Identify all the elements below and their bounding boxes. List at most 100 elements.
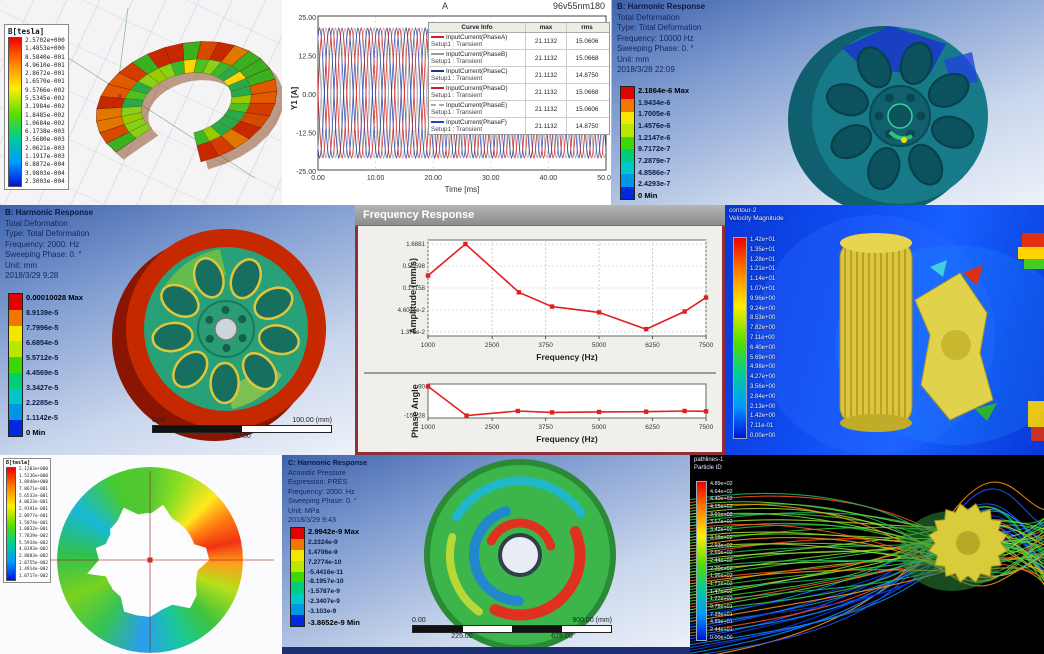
scale-value: 4.27e+00 <box>750 374 776 381</box>
harmonic-mid-info: B: Harmonic Response Total Deformation Typ… <box>5 208 93 282</box>
scale-value: 1.14e+01 <box>750 276 776 283</box>
scale-band <box>9 294 22 310</box>
amplitude-chart: 1000 2500 3750 5000 6250 7500 1.6881 0.50598 0.1… <box>398 239 714 362</box>
scale-band <box>9 309 22 326</box>
curve-color-swatch <box>431 87 444 90</box>
scale-band <box>621 99 634 112</box>
scale-band <box>621 136 634 150</box>
streamlines-plot <box>690 481 1044 654</box>
curve-color-swatch <box>431 121 444 124</box>
scale-value: 4.89e+01 <box>710 619 733 626</box>
scale-band <box>291 593 304 605</box>
scale-value: 6.40e+00 <box>750 344 776 351</box>
scale-value: 2.5702e+000 <box>25 37 65 44</box>
scale-value: 4.9610e-001 <box>25 61 65 69</box>
svg-text:-25.00: -25.00 <box>296 169 316 176</box>
scale-band <box>621 161 634 175</box>
col-max: max <box>526 23 567 32</box>
scale-value: 2.9191e-001 <box>19 507 49 513</box>
svg-text:5000: 5000 <box>592 342 607 349</box>
curve-info-cell: InputCurrent(PhaseC) Setup1 : Transient <box>429 67 526 83</box>
curve-info-cell: InputCurrent(PhaseE) Setup1 : Transient <box>429 101 526 117</box>
curve-info-row: InputCurrent(PhaseC) Setup1 : Transient 21… <box>429 67 609 84</box>
color-scale-bar <box>6 467 16 581</box>
scale-value: 4.15e+02 <box>710 504 733 511</box>
curve-info-cell: 21.1132 <box>526 84 567 100</box>
curve-info-cell: InputCurrent(PhaseF) Setup1 : Transient <box>429 118 526 134</box>
scale-value: 2.44e+02 <box>710 557 733 564</box>
scale-band <box>9 388 22 405</box>
acoustic-info: C: Harmonic Response Acoustic Pressure Exp… <box>288 458 367 525</box>
scale-value: 7.2879e-7 <box>638 155 671 165</box>
color-scale-bar <box>8 293 23 437</box>
color-scale-bar <box>733 237 747 439</box>
scale-value: 1.71e+02 <box>710 580 733 587</box>
scale-value: 0 Min <box>26 428 46 437</box>
scale-band <box>9 357 22 373</box>
scale-value: 1.4853e+000 <box>25 45 65 53</box>
text-line: Type: Total Deformation <box>617 23 702 33</box>
col-rms: rms <box>581 24 593 31</box>
svg-text:40.00: 40.00 <box>540 175 558 182</box>
text-line: Unit: mm <box>5 260 37 270</box>
text-line: Total Deformation <box>617 12 680 22</box>
ruler-left-label: 0.00 <box>412 617 426 624</box>
svg-text:Time [ms]: Time [ms] <box>445 185 480 194</box>
ruler-q1-label: 225.00 <box>451 633 473 640</box>
text-line: Frequency: 2000. Hz <box>5 239 80 249</box>
svg-text:-150.28: -150.28 <box>404 413 426 420</box>
scale-value: 8.9139e-5 <box>26 308 59 317</box>
scale-band <box>291 528 304 539</box>
scale-value: 9.24e+00 <box>750 305 776 312</box>
cfd-color-scale: 1.42e+01 1.35e+01 1.28e+01 1.21e+01 1.14e+01… <box>733 237 775 439</box>
scale-value: 3.9803e-004 <box>25 169 65 177</box>
window-titlebar[interactable]: Frequency Response <box>355 205 725 226</box>
curve-info-header: Curve Info max rms <box>429 23 609 33</box>
scale-value: 2.0755e-002 <box>19 560 49 566</box>
pathlines-color-scale: 4.89e+02 4.64e+02 4.40e+02 4.15e+02 3.91e+02… <box>696 481 733 641</box>
curve-info-cell: 15.0606 <box>575 105 599 113</box>
scale-value: 3.5680e-003 <box>25 136 65 144</box>
color-scale-labels: 2.5702e+000 1.4853e+000 8.5840e-001 4.9610e… <box>25 37 65 185</box>
scale-value: -2.3407e-9 <box>308 598 340 606</box>
scale-band <box>621 186 634 199</box>
scale-value: 5.5934e-002 <box>19 540 49 546</box>
harmonic-top-info: B: Harmonic Response Total Deformation Typ… <box>617 2 705 76</box>
scale-value: 2.69e+02 <box>710 550 733 557</box>
scale-value: 3.42e+02 <box>710 527 733 534</box>
scale-value: 2.84e+00 <box>750 393 776 400</box>
curve-info-cell: InputCurrent(PhaseD) Setup1 : Transient <box>429 84 526 100</box>
scale-value: -8.1957e-10 <box>308 578 344 586</box>
col-curve-info: Curve Info <box>429 23 526 32</box>
curve-info-cell: InputCurrent(PhaseA) Setup1 : Transient <box>429 33 526 49</box>
scale-value: 1.1142e-5 <box>26 413 58 422</box>
text-line: C: Harmonic Response <box>288 458 368 467</box>
scale-value: 9.78e+01 <box>710 604 733 610</box>
curve-color-swatch <box>431 36 444 39</box>
svg-text:3750: 3750 <box>538 342 553 349</box>
scale-value: 1.35e+01 <box>750 246 776 253</box>
text-line: B: Harmonic Response <box>617 2 706 11</box>
panel-cfd-velocity: contour-2 Velocity Magnitude 1.42e+01 1.35… <box>725 205 1044 455</box>
text-line: Acoustic Pressure <box>288 467 346 477</box>
scale-value: 7.7996e-5 <box>26 323 59 332</box>
svg-text:1.6881: 1.6881 <box>406 241 425 248</box>
scale-value: 4.98e+00 <box>750 364 776 371</box>
scale-value: 0.00e+00 <box>750 432 776 439</box>
scale-band <box>9 325 22 342</box>
scale-value: 2.2324e-9 <box>308 538 338 546</box>
scale-band <box>9 420 22 437</box>
curve-color-swatch <box>431 104 444 107</box>
scale-value: 2.20e+02 <box>710 565 733 572</box>
curve-info-row: InputCurrent(PhaseB) Setup1 : Transient 21… <box>429 50 609 67</box>
scale-band <box>291 615 304 627</box>
curve-info-cell: 21.1132 <box>526 118 567 134</box>
curve-info-rows: InputCurrent(PhaseA) Setup1 : Transient 21… <box>429 33 609 134</box>
color-scale-bar <box>8 37 22 187</box>
svg-text:1000: 1000 <box>421 424 436 431</box>
pathlines-scale-title: pathlines-1 Particle ID <box>694 457 723 473</box>
ruler-q3-label: 675.00 <box>551 633 573 640</box>
ruler-mid-label: 50.00 <box>233 433 251 440</box>
scale-value: 9.7172e-7 <box>638 144 671 154</box>
